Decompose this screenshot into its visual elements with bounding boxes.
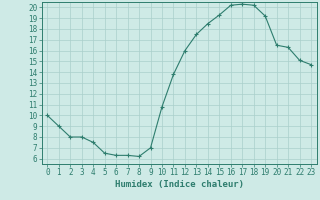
X-axis label: Humidex (Indice chaleur): Humidex (Indice chaleur) xyxy=(115,180,244,189)
